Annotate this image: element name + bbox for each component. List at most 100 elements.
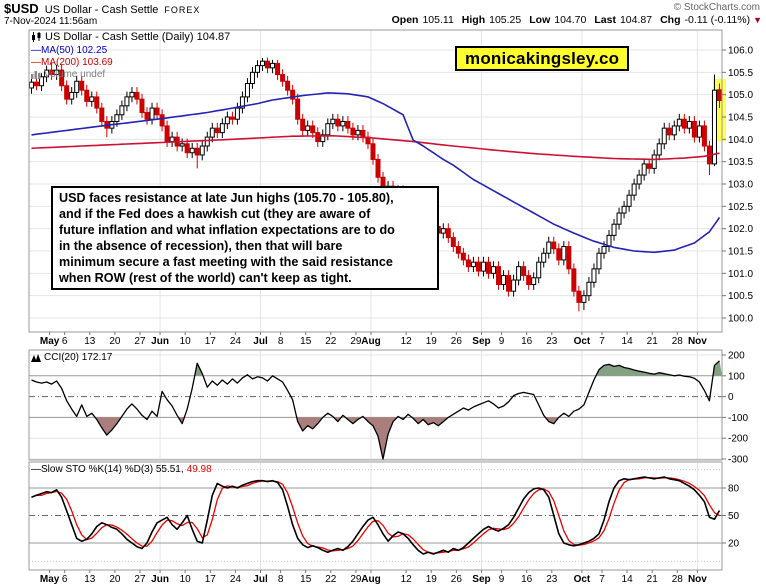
candle	[611, 223, 617, 236]
candle	[536, 261, 542, 279]
price-axis-label: 103.5	[728, 157, 753, 168]
date-axis-label: 26	[451, 336, 463, 347]
date-axis-label: Nov	[688, 574, 707, 585]
price-axis-label: 105.0	[728, 90, 753, 101]
candle	[219, 123, 225, 134]
sto-legend: —Slow STO %K(14) %D(3) 55.51, 49.98	[31, 464, 212, 475]
date-axis-label: 10	[180, 574, 192, 585]
date-axis-label: May	[40, 336, 60, 347]
candle	[229, 116, 235, 120]
price-legend-text: US Dollar - Cash Settle (Daily) 104.87	[45, 31, 231, 43]
open-value: 105.11	[422, 14, 454, 26]
date-axis-label: Jul	[253, 574, 268, 585]
candle	[239, 96, 245, 109]
cci-axis-label: -300	[728, 455, 748, 466]
date-axis-label: 22	[325, 336, 337, 347]
candle	[626, 194, 632, 207]
candle	[531, 277, 537, 286]
date-axis-label: 12	[401, 336, 413, 347]
date-axis-label: 16	[521, 336, 533, 347]
date-axis-label: 20	[109, 336, 121, 347]
candle	[214, 127, 220, 134]
candlestick-icon	[32, 32, 41, 42]
candle	[74, 80, 80, 93]
candle	[541, 252, 547, 263]
candle	[526, 275, 532, 286]
date-axis-label: 28	[672, 574, 684, 585]
candle	[209, 127, 215, 138]
candle	[631, 183, 637, 196]
date-axis-label: Jun	[151, 336, 169, 347]
candle	[475, 261, 481, 272]
candle	[99, 107, 105, 122]
candle	[496, 266, 502, 286]
candle	[54, 69, 60, 76]
candle	[149, 107, 155, 120]
date-axis-label: 27	[134, 574, 146, 585]
candle	[350, 127, 356, 136]
price-axis-label: 100.0	[728, 314, 753, 325]
cci-axis-label: 200	[728, 351, 745, 362]
price-axis-label: 101.0	[728, 269, 753, 280]
candle	[651, 154, 657, 169]
date-axis-label: Sep	[472, 574, 490, 585]
candle	[305, 125, 311, 131]
candle	[69, 91, 75, 100]
high-label: High	[461, 14, 486, 26]
price-axis-label: 100.5	[728, 291, 753, 302]
candle	[676, 118, 682, 127]
date-axis-label: 19	[426, 336, 438, 347]
ma50-legend: —MA(50) 102.25	[31, 45, 108, 56]
chart-title: $USD US Dollar - Cash Settle FOREX	[4, 1, 200, 16]
candle	[114, 114, 120, 122]
date-axis-label: 26	[451, 574, 463, 585]
candle	[641, 163, 647, 176]
candle	[601, 246, 607, 254]
candle	[691, 120, 697, 138]
candle	[616, 212, 622, 225]
chart-datetime: 7-Nov-2024 11:56am	[4, 16, 98, 27]
quote-bar: Open 105.11 High 105.25 Low 104.70 Last …	[384, 14, 762, 26]
date-axis-label: 23	[546, 336, 558, 347]
symbol-name: US Dollar - Cash Settle	[44, 4, 159, 16]
date-axis-label: 7	[599, 336, 605, 347]
candle	[144, 112, 150, 120]
candle	[265, 60, 271, 69]
candle	[254, 65, 260, 73]
price-axis-label: 104.0	[728, 135, 753, 146]
date-axis-label: 21	[647, 574, 659, 585]
date-axis-label: Jun	[151, 574, 169, 585]
candle	[34, 81, 40, 87]
candle	[521, 266, 527, 277]
candle	[330, 118, 336, 125]
candle	[546, 241, 552, 254]
date-axis-label: Nov	[688, 336, 707, 347]
candle	[320, 134, 326, 143]
date-axis-label: 29	[350, 574, 362, 585]
date-axis-label: 28	[672, 336, 684, 347]
date-axis-label: 23	[546, 574, 558, 585]
candle	[501, 275, 507, 286]
panel-borders	[28, 29, 723, 571]
candle	[450, 237, 456, 248]
cci-legend-text: CCI(20) 172.17	[44, 352, 113, 363]
candle	[666, 127, 672, 136]
sto-axis-label: 80	[728, 483, 740, 494]
date-axis-label: 7	[599, 574, 605, 585]
date-axis-label: 8	[278, 336, 284, 347]
candle	[159, 114, 165, 127]
candle	[506, 275, 512, 292]
candle	[29, 81, 35, 89]
date-axis-label: Oct	[574, 336, 591, 347]
candle	[370, 143, 376, 160]
copyright: © StockCharts.com	[673, 2, 760, 13]
moving-averages-layer	[31, 92, 721, 254]
candle	[275, 62, 281, 76]
candle	[179, 143, 185, 147]
price-axis-label: 103.0	[728, 180, 753, 191]
date-axis-label: 14	[622, 574, 634, 585]
candle	[119, 105, 125, 116]
candle	[656, 143, 662, 156]
candle	[621, 205, 627, 214]
date-axis-label: 19	[426, 574, 438, 585]
